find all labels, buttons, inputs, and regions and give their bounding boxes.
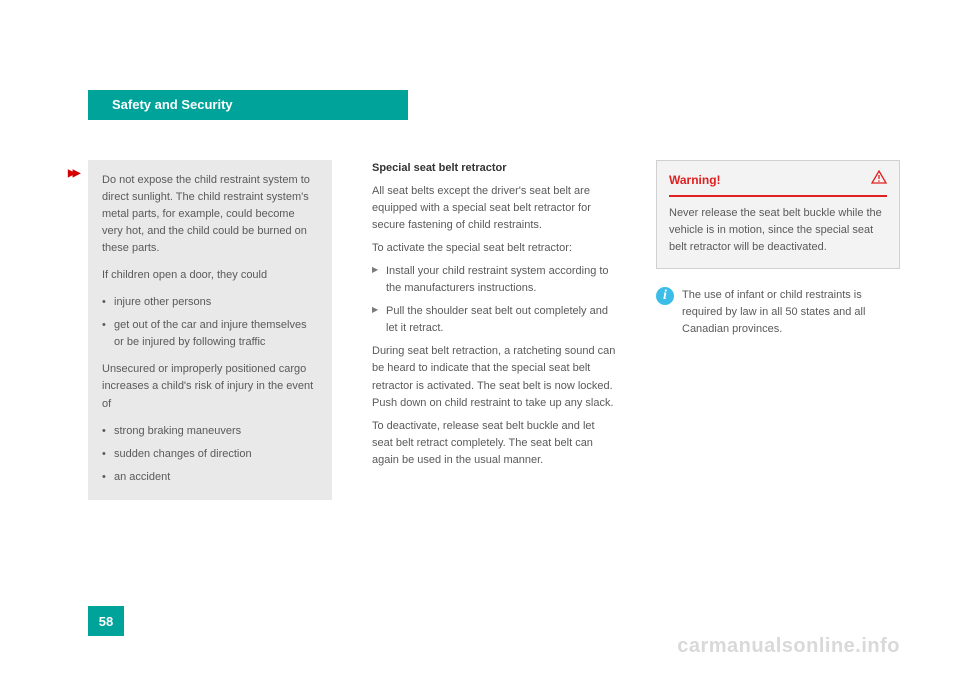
page-number-box: 58 bbox=[88, 606, 124, 636]
section-header-bar: Safety and Security bbox=[88, 90, 408, 120]
procedure-step: Pull the shoulder seat belt out complete… bbox=[372, 303, 616, 337]
page-number: 58 bbox=[99, 614, 113, 629]
warning-box: Warning! Never release the seat belt buc… bbox=[656, 160, 900, 269]
note-list-item: an accident bbox=[102, 469, 318, 486]
body-paragraph: During seat belt retraction, a ratchetin… bbox=[372, 343, 616, 411]
warning-title: Warning! bbox=[669, 171, 721, 190]
warning-icon bbox=[871, 169, 887, 191]
body-paragraph: To deactivate, release seat belt buckle … bbox=[372, 418, 616, 469]
column-1: ▶▶ Do not expose the child restraint sys… bbox=[88, 160, 332, 500]
watermark: carmanualsonline.info bbox=[677, 635, 900, 658]
note-list: strong braking maneuvers sudden changes … bbox=[102, 423, 318, 486]
note-box: Do not expose the child restraint system… bbox=[88, 160, 332, 500]
note-list-item: get out of the car and injure themselves… bbox=[102, 317, 318, 351]
info-note: i The use of infant or child restraints … bbox=[656, 287, 900, 338]
note-paragraph: Unsecured or improperly positioned cargo… bbox=[102, 361, 318, 412]
info-icon: i bbox=[656, 287, 674, 305]
body-paragraph: All seat belts except the driver's seat … bbox=[372, 183, 616, 234]
note-list-item: injure other persons bbox=[102, 294, 318, 311]
note-paragraph: Do not expose the child restraint system… bbox=[102, 172, 318, 257]
procedure-step: Install your child restraint system acco… bbox=[372, 263, 616, 297]
info-text: The use of infant or child restraints is… bbox=[682, 287, 900, 338]
column-2: Special seat belt retractor All seat bel… bbox=[372, 160, 616, 500]
note-list-item: sudden changes of direction bbox=[102, 446, 318, 463]
warning-body: Never release the seat belt buckle while… bbox=[657, 205, 899, 268]
column-3: Warning! Never release the seat belt buc… bbox=[656, 160, 900, 500]
body-paragraph: To activate the special seat belt retrac… bbox=[372, 240, 616, 257]
section-header-title: Safety and Security bbox=[112, 97, 233, 112]
content-columns: ▶▶ Do not expose the child restraint sys… bbox=[88, 160, 900, 500]
manual-page: Safety and Security ▶▶ Do not expose the… bbox=[0, 0, 960, 678]
warning-title-row: Warning! bbox=[657, 161, 899, 195]
note-list: injure other persons get out of the car … bbox=[102, 294, 318, 351]
continuation-marker-icon: ▶▶ bbox=[68, 166, 77, 182]
warning-underline bbox=[669, 195, 887, 197]
note-list-item: strong braking maneuvers bbox=[102, 423, 318, 440]
subsection-heading: Special seat belt retractor bbox=[372, 160, 616, 177]
note-paragraph: If children open a door, they could bbox=[102, 267, 318, 284]
